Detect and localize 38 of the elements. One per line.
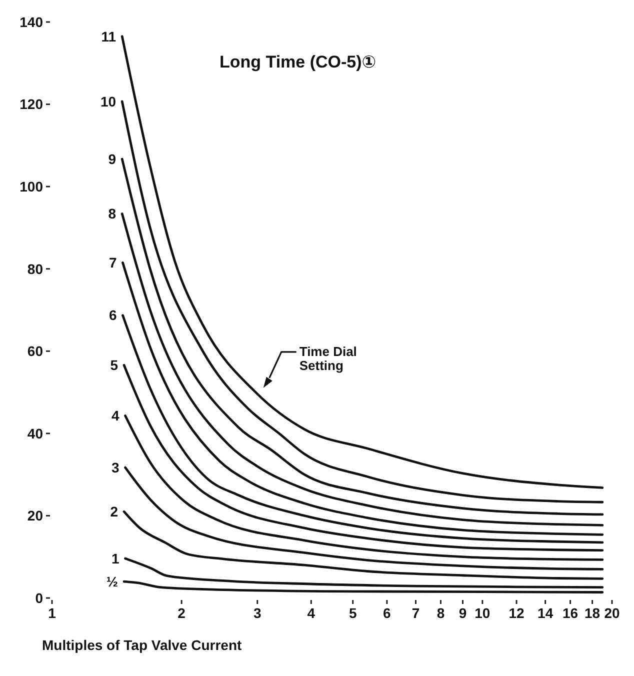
series-label: 9 bbox=[108, 150, 116, 167]
y-tick-label: 20 bbox=[27, 508, 44, 524]
x-tick-label: 1 bbox=[48, 605, 56, 621]
x-tick-label: 16 bbox=[562, 605, 578, 621]
series-label: 4 bbox=[111, 408, 120, 424]
series-label: 1 bbox=[111, 550, 120, 566]
x-tick-label: 6 bbox=[383, 605, 392, 621]
series-label: 5 bbox=[110, 357, 118, 374]
y-tick-label: 60 bbox=[27, 343, 44, 360]
y-tick-label: 100 bbox=[20, 178, 44, 194]
x-tick-label: 7 bbox=[412, 605, 420, 621]
y-tick-label: 80 bbox=[27, 260, 44, 277]
x-tick-label: 20 bbox=[604, 605, 620, 621]
series-label: 3 bbox=[111, 459, 120, 476]
x-tick-label: 5 bbox=[348, 605, 357, 621]
x-tick-label: 2 bbox=[178, 605, 186, 621]
y-tick-label: 0 bbox=[35, 590, 44, 606]
x-tick-label: 8 bbox=[436, 605, 445, 621]
x-tick-label: 3 bbox=[253, 605, 262, 621]
y-tick-label: 140 bbox=[20, 14, 44, 30]
x-axis-title: Multiples of Tap Valve Current bbox=[42, 637, 242, 653]
series-label: 2 bbox=[110, 504, 118, 520]
series-label: 11 bbox=[101, 28, 116, 44]
x-tick-label: 18 bbox=[584, 605, 600, 621]
x-tick-label: 14 bbox=[538, 605, 554, 621]
series-label: 7 bbox=[108, 254, 117, 271]
text: Long Time (CO-5)① bbox=[220, 52, 376, 72]
x-tick-label: 9 bbox=[458, 605, 467, 621]
annotation: Time Dial Setting bbox=[299, 344, 357, 373]
x-tick-label: 4 bbox=[307, 605, 316, 621]
x-tick-label: 12 bbox=[508, 605, 525, 621]
x-tick-label: 10 bbox=[474, 605, 490, 621]
series-label: 10 bbox=[100, 93, 116, 110]
y-tick-label: 40 bbox=[27, 425, 44, 442]
y-tick-label: 120 bbox=[20, 96, 44, 112]
series-label: 6 bbox=[108, 307, 117, 324]
series-label: ½ bbox=[106, 573, 118, 590]
series-label: 8 bbox=[108, 206, 116, 222]
